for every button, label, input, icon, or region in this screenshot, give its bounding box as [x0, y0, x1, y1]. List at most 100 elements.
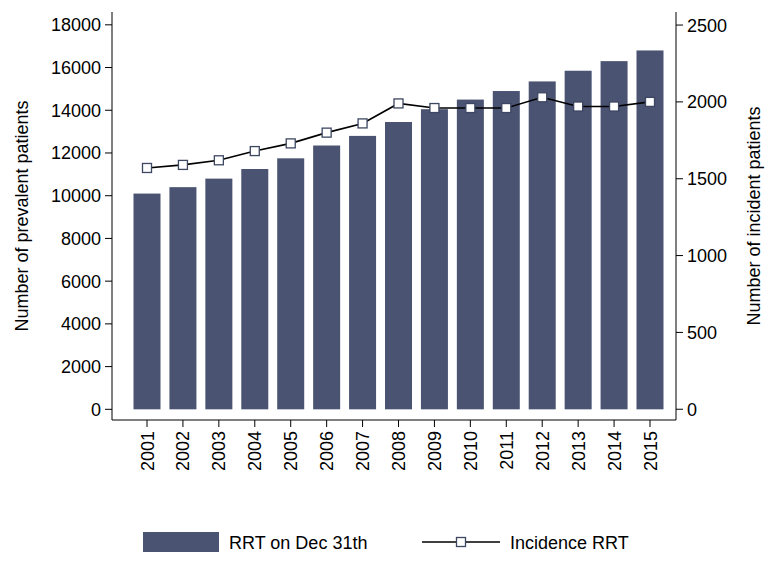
x-tick-label: 2013: [569, 431, 589, 471]
y2-tick-label: 2000: [687, 92, 727, 112]
x-tick-label: 2001: [138, 431, 158, 471]
x-tick-label: 2003: [209, 431, 229, 471]
x-tick: [506, 420, 507, 427]
x-tick: [650, 420, 651, 427]
marker: [466, 104, 475, 113]
y-tick-label: 2000: [61, 357, 101, 377]
y-tick-label: 0: [91, 400, 101, 420]
y-tick-label: 4000: [61, 314, 101, 334]
legend-label: Incidence RRT: [510, 533, 629, 553]
background: [0, 0, 779, 581]
bar: [205, 179, 232, 410]
x-tick: [147, 420, 148, 427]
y-tick: [105, 323, 112, 324]
x-tick-label: 2014: [605, 431, 625, 471]
bar: [134, 194, 161, 410]
chart: 0200040006000800010000120001400016000180…: [0, 0, 779, 581]
x-tick-label: 2004: [245, 431, 265, 471]
y-tick: [105, 238, 112, 239]
marker: [430, 104, 439, 113]
x-tick: [398, 420, 399, 427]
x-tick: [182, 420, 183, 427]
y2-axis-title: Number of incident patients: [744, 106, 764, 325]
y-tick-label: 18000: [51, 15, 101, 35]
bar: [565, 71, 592, 410]
x-tick: [614, 420, 615, 427]
marker: [214, 156, 223, 165]
x-tick: [578, 420, 579, 427]
marker: [178, 160, 187, 169]
y-tick: [105, 67, 112, 68]
marker: [394, 99, 403, 108]
y-tick-label: 10000: [51, 186, 101, 206]
x-tick: [218, 420, 219, 427]
y-tick: [105, 281, 112, 282]
x-tick: [470, 420, 471, 427]
bar: [421, 109, 448, 409]
y-tick-label: 8000: [61, 229, 101, 249]
x-tick: [542, 420, 543, 427]
legend-swatch: [143, 532, 219, 552]
bar: [637, 50, 664, 409]
legend-marker: [457, 538, 466, 547]
marker: [502, 104, 511, 113]
y-tick: [105, 24, 112, 25]
x-tick-label: 2012: [533, 431, 553, 471]
y2-tick: [676, 332, 683, 333]
y-tick-label: 6000: [61, 272, 101, 292]
y-tick: [105, 110, 112, 111]
y2-tick: [676, 255, 683, 256]
x-tick: [434, 420, 435, 427]
bar: [493, 91, 520, 409]
line: [147, 97, 650, 168]
y-axis: [112, 12, 113, 420]
y-tick: [105, 195, 112, 196]
bar: [277, 158, 304, 409]
y2-tick: [676, 409, 683, 410]
x-axis: [112, 420, 676, 421]
marker: [646, 97, 655, 106]
marker: [250, 147, 259, 156]
bar: [457, 100, 484, 410]
y-tick: [105, 366, 112, 367]
bar: [169, 187, 196, 409]
y2-tick-label: 1000: [687, 246, 727, 266]
legend-label: RRT on Dec 31th: [229, 533, 367, 553]
bar: [385, 122, 412, 409]
y2-tick: [676, 178, 683, 179]
y2-axis: [676, 12, 677, 420]
marker: [610, 102, 619, 111]
y-tick: [105, 409, 112, 410]
x-tick: [326, 420, 327, 427]
marker: [143, 163, 152, 172]
y2-tick-label: 2500: [687, 16, 727, 36]
x-tick-label: 2011: [497, 431, 517, 470]
legend: RRT on Dec 31th Incidence RRT: [143, 532, 629, 553]
y-tick: [105, 152, 112, 153]
y-tick-label: 16000: [51, 58, 101, 78]
marker: [286, 139, 295, 148]
plot-area: [134, 50, 664, 409]
y2-tick: [676, 25, 683, 26]
y-tick-label: 14000: [51, 101, 101, 121]
bar: [241, 169, 268, 409]
y-axis-title: Number of prevalent patients: [12, 100, 32, 331]
x-tick-label: 2002: [173, 431, 193, 471]
bar: [313, 146, 340, 410]
bar: [529, 81, 556, 409]
x-tick: [290, 420, 291, 427]
bar: [601, 61, 628, 409]
y2-tick-label: 0: [687, 400, 697, 420]
x-tick-label: 2007: [353, 431, 373, 471]
y2-tick-label: 1500: [687, 169, 727, 189]
x-tick-label: 2010: [461, 431, 481, 471]
marker: [322, 128, 331, 137]
y-tick-label: 12000: [51, 143, 101, 163]
x-tick-label: 2015: [641, 431, 661, 471]
marker: [574, 102, 583, 111]
marker: [358, 119, 367, 128]
x-tick: [362, 420, 363, 427]
x-tick: [254, 420, 255, 427]
x-tick-label: 2008: [389, 431, 409, 471]
y2-tick-label: 500: [687, 323, 717, 343]
